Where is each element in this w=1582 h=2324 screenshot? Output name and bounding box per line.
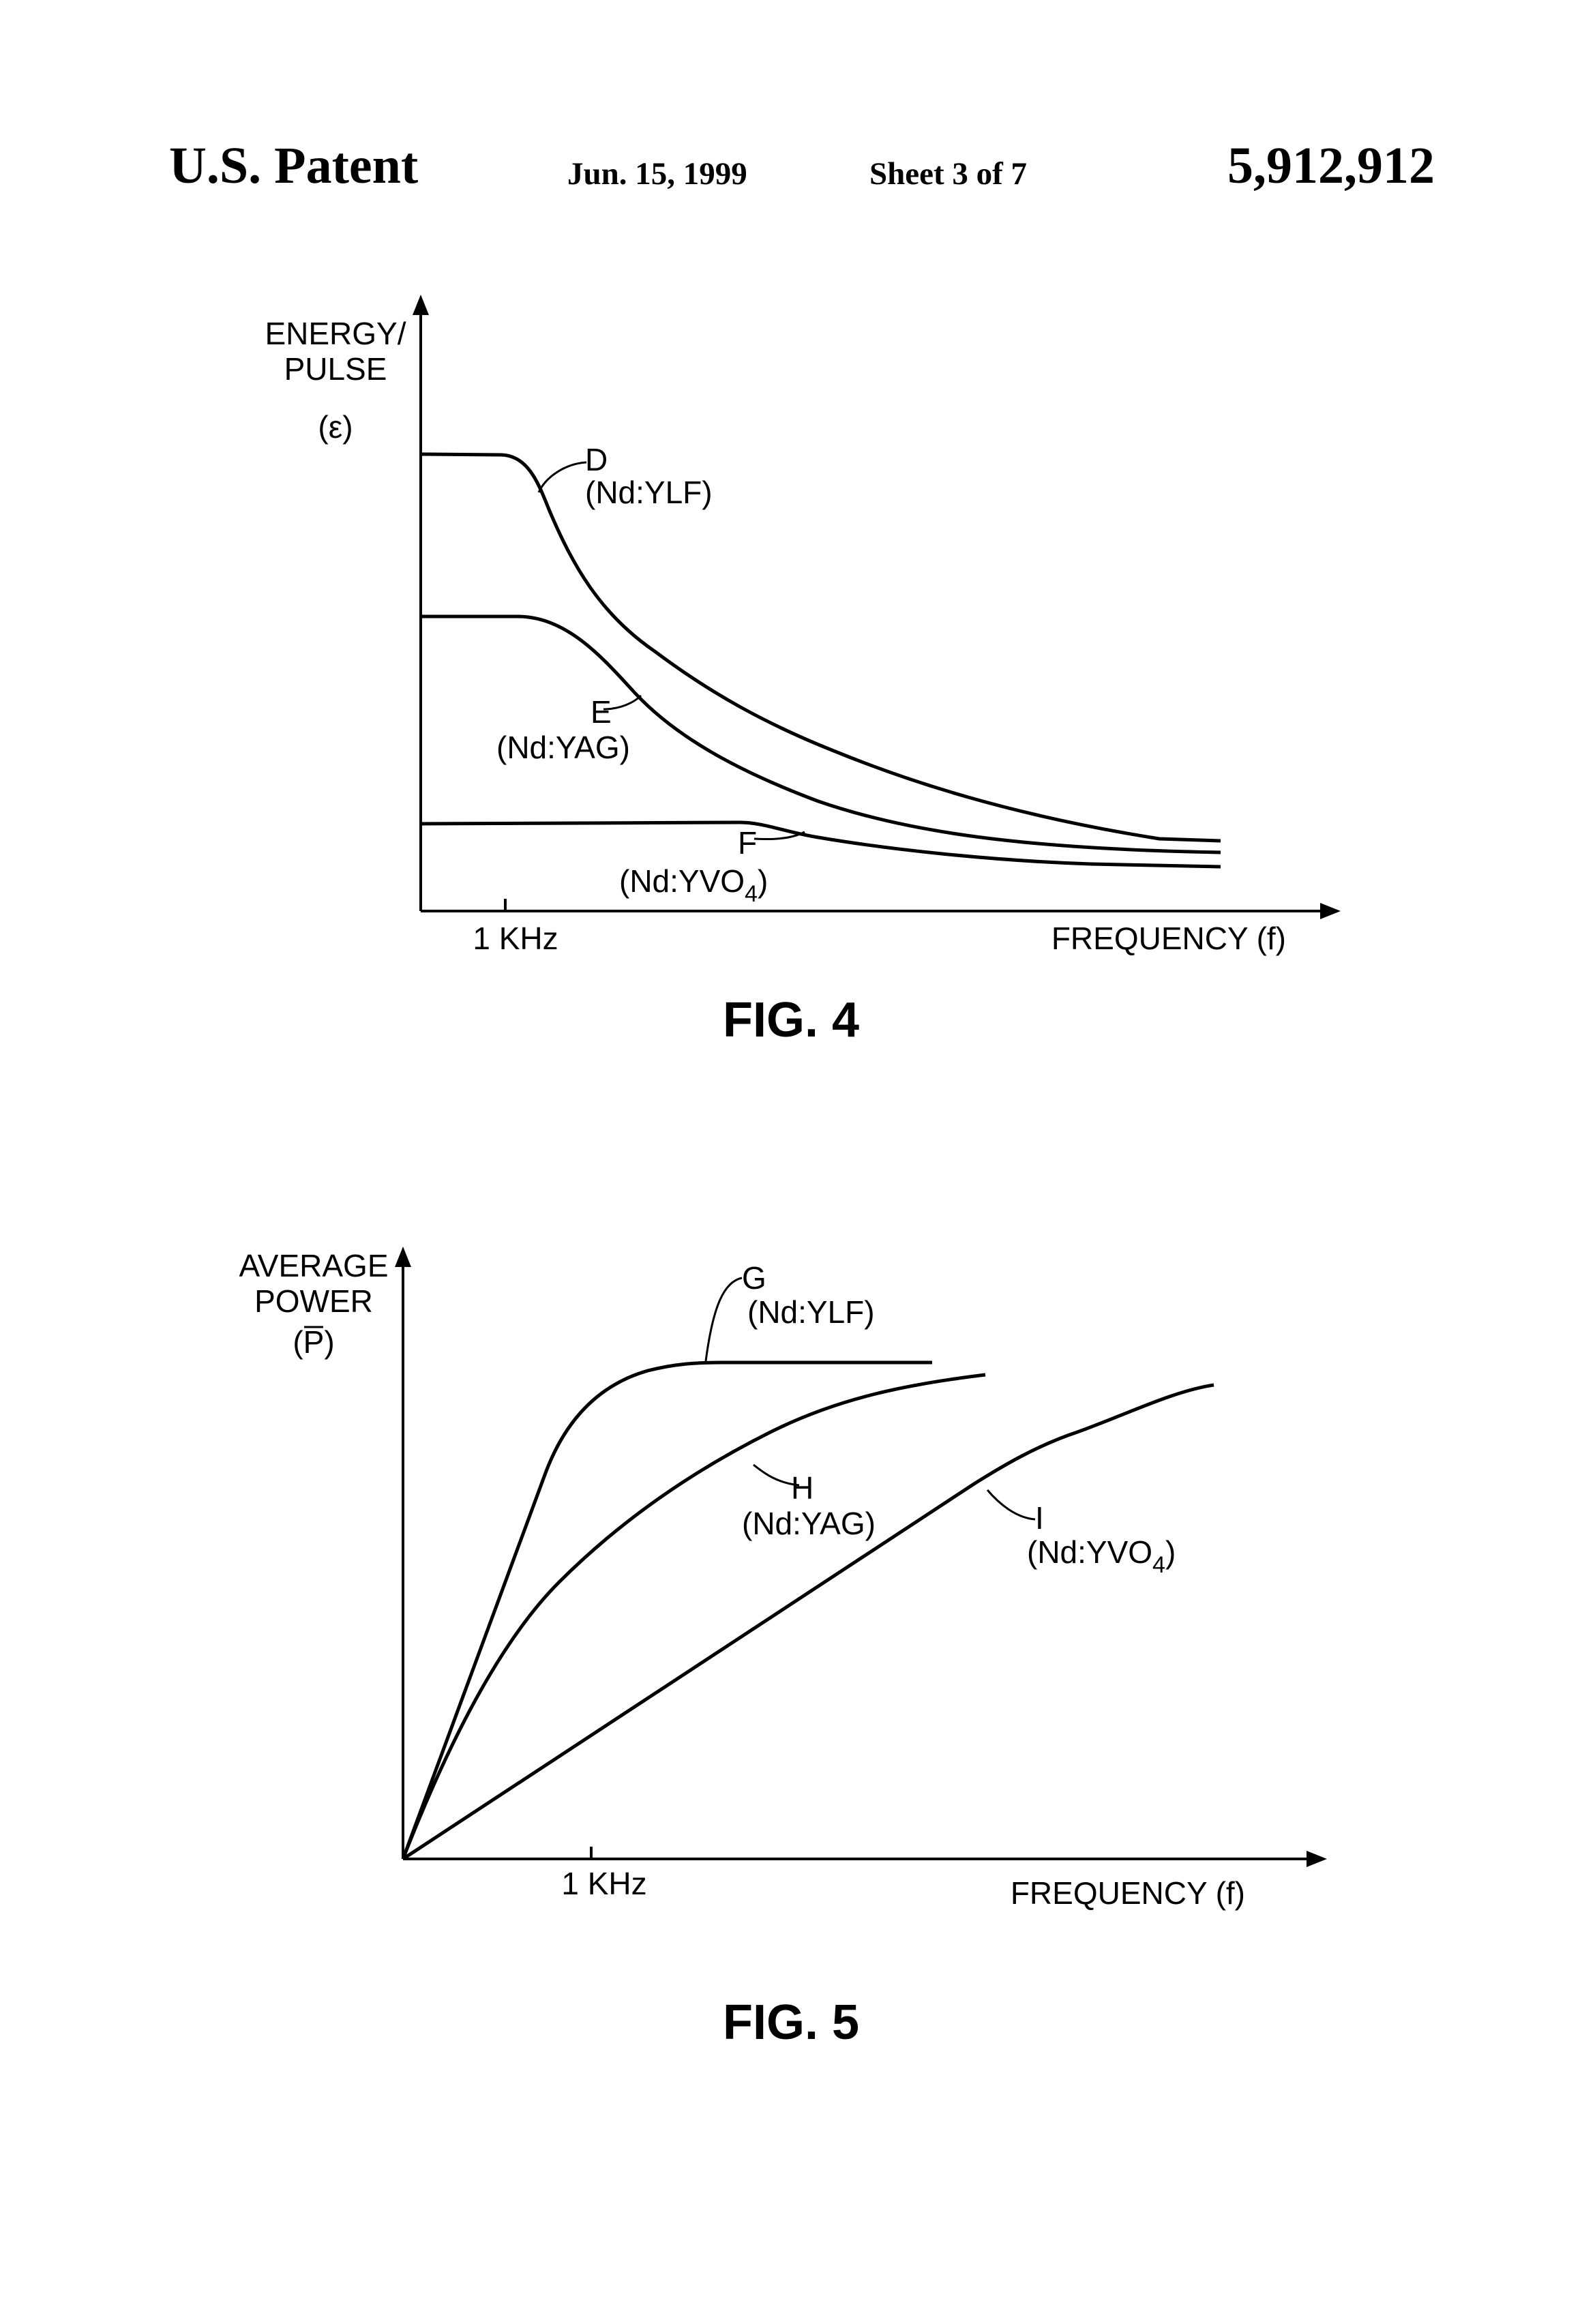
fig5-curve-g (403, 1362, 932, 1859)
fig4-curve-f-material-main: (Nd:YVO (619, 863, 745, 899)
fig5-ylabel-line2: POWER (254, 1283, 373, 1319)
fig5-curve-i-material: (Nd:YVO4) (1027, 1534, 1176, 1578)
fig4-chart: ENERGY/ PULSE (ε) 1 KHz FREQUENCY (f) D … (265, 295, 1341, 1047)
fig5-curve-g-letter: G (742, 1260, 766, 1296)
fig4-ylabel-line2: PULSE (284, 351, 387, 387)
fig5-ylabel-line1: AVERAGE (239, 1248, 389, 1283)
fig4-x-tick-label: 1 KHz (473, 921, 558, 956)
fig5-curve-g-material: (Nd:YLF) (747, 1294, 875, 1330)
fig4-xlabel: FREQUENCY (f) (1051, 921, 1286, 956)
fig5-curve-i-material-main: (Nd:YVO (1027, 1534, 1152, 1570)
fig4-curve-e-material: (Nd:YAG) (496, 730, 630, 765)
fig4-curve-f-material-close: ) (758, 863, 768, 899)
fig5-xlabel: FREQUENCY (f) (1011, 1875, 1245, 1911)
fig4-caption: FIG. 4 (723, 993, 859, 1047)
fig4-curve-f-material: (Nd:YVO4) (619, 863, 768, 907)
fig5-caption: FIG. 5 (723, 1995, 859, 2050)
fig5-leader-i (987, 1490, 1035, 1519)
fig5-curve-i-material-close: ) (1165, 1534, 1176, 1570)
fig4-ylabel-line3: (ε) (318, 409, 353, 445)
fig4-curve-f-material-sub: 4 (745, 881, 758, 907)
fig4-ylabel-line1: ENERGY/ (265, 316, 406, 351)
fig5-curve-i-material-sub: 4 (1152, 1552, 1165, 1578)
fig5-x-tick-label: 1 KHz (561, 1866, 646, 1901)
fig4-leader-d (539, 462, 586, 492)
fig4-curve-e-letter: E (591, 694, 612, 730)
fig4-curve-d-letter: D (585, 442, 608, 477)
fig5-curve-h-letter: H (791, 1470, 814, 1506)
fig4-x-arrow (1320, 903, 1341, 919)
fig5-y-arrow (395, 1247, 411, 1267)
fig4-y-arrow (413, 295, 429, 315)
fig5-x-arrow (1307, 1851, 1327, 1867)
fig4-curve-f-letter: F (738, 825, 757, 861)
fig5-curve-h (403, 1375, 985, 1859)
fig4-curve-d (421, 454, 1221, 841)
fig4-curve-d-material: (Nd:YLF) (585, 475, 713, 510)
fig5-ylabel-line3: (P) (293, 1324, 334, 1360)
fig5-curve-i-letter: I (1035, 1500, 1044, 1536)
fig5-curve-h-material: (Nd:YAG) (742, 1506, 876, 1541)
fig5-leader-g (706, 1278, 742, 1361)
fig5-chart: AVERAGE POWER (P) 1 KHz FREQUENCY (f) G … (239, 1247, 1328, 2050)
